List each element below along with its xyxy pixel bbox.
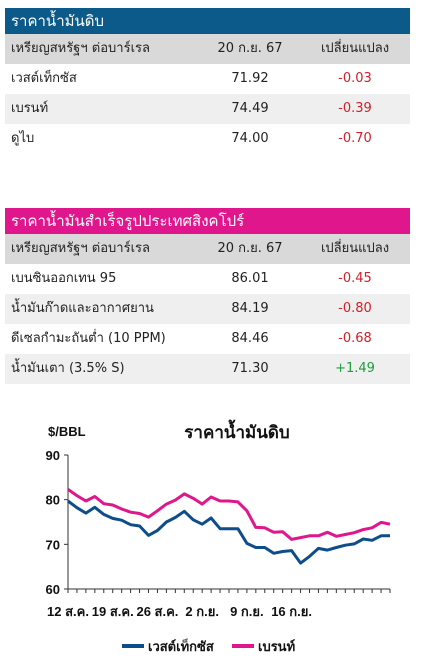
- header-date: 20 ก.ย. 67: [217, 41, 283, 56]
- row-value: 84.46: [231, 331, 269, 346]
- row-value: 86.01: [231, 271, 269, 286]
- row-name: ดีเซลกำมะถันต่ำ (10 PPM): [11, 331, 166, 346]
- table-row: ดูไบ 74.00 -0.70: [5, 124, 410, 154]
- table-row: น้ำมันเตา (3.5% S) 71.30 +1.49: [5, 354, 410, 384]
- row-value: 74.00: [231, 131, 269, 146]
- row-change: -0.68: [338, 331, 372, 346]
- x-tick-label: 19 ส.ค.: [92, 604, 134, 619]
- crude-price-table: ราคาน้ำมันดิบ เหรียญสหรัฐฯ ต่อบาร์เรล 20…: [5, 8, 410, 154]
- y-tick-label: 90: [46, 448, 60, 463]
- series-line-1: [67, 488, 391, 541]
- legend-label: เบรนท์: [258, 639, 295, 654]
- row-change: +1.49: [335, 361, 375, 376]
- table-row: เบนซินออกเทน 95 86.01 -0.45: [5, 264, 410, 294]
- crude-table-title: ราคาน้ำมันดิบ: [5, 8, 410, 34]
- crude-table-header: เหรียญสหรัฐฯ ต่อบาร์เรล 20 ก.ย. 67 เปลี่…: [5, 34, 410, 64]
- x-tick-label: 12 ส.ค.: [47, 604, 89, 619]
- header-unit: เหรียญสหรัฐฯ ต่อบาร์เรล: [11, 241, 150, 256]
- x-tick-label: 2 ก.ย.: [185, 604, 219, 619]
- crude-price-chart: $/BBL ราคาน้ำมันดิบ 60 70 80 90 12 ส.ค. 19 ส.…: [46, 419, 391, 654]
- row-name: ดูไบ: [11, 131, 35, 146]
- singapore-price-table: ราคาน้ำมันสำเร็จรูปประเทศสิงคโปร์ เหรียญ…: [5, 208, 410, 384]
- row-value: 71.30: [231, 361, 269, 376]
- table-row: ดีเซลกำมะถันต่ำ (10 PPM) 84.46 -0.68: [5, 324, 410, 354]
- row-change: -0.70: [338, 131, 372, 146]
- row-value: 74.49: [231, 101, 269, 116]
- header-change: เปลี่ยนแปลง: [320, 241, 390, 256]
- series-line-0: [67, 499, 390, 565]
- x-tick-label: 16 ก.ย.: [271, 604, 312, 619]
- table-row: เบรนท์ 74.49 -0.39: [5, 94, 410, 124]
- row-name: น้ำมันเตา (3.5% S): [11, 361, 125, 376]
- row-change: -0.03: [338, 71, 372, 86]
- legend-label: เวสต์เท็กซัส: [148, 637, 214, 654]
- row-change: -0.80: [338, 301, 372, 316]
- header-change: เปลี่ยนแปลง: [320, 41, 390, 56]
- chart-title: ราคาน้ำมันดิบ: [184, 419, 289, 443]
- row-value: 71.92: [231, 71, 269, 86]
- header-unit: เหรียญสหรัฐฯ ต่อบาร์เรล: [11, 41, 150, 56]
- singapore-table-header: เหรียญสหรัฐฯ ต่อบาร์เรล 20 ก.ย. 67 เปลี่…: [5, 234, 410, 264]
- table-row: น้ำมันก๊าดและอากาศยาน 84.19 -0.80: [5, 294, 410, 324]
- y-tick-label: 60: [46, 582, 60, 597]
- row-value: 84.19: [231, 301, 269, 316]
- row-change: -0.39: [338, 101, 372, 116]
- row-name: เบรนท์: [11, 101, 49, 116]
- singapore-table-title: ราคาน้ำมันสำเร็จรูปประเทศสิงคโปร์: [5, 208, 410, 234]
- y-axis-label: $/BBL: [48, 424, 86, 439]
- row-name: น้ำมันก๊าดและอากาศยาน: [11, 301, 154, 316]
- y-tick-label: 70: [46, 537, 60, 552]
- x-tick-label: 9 ก.ย.: [230, 604, 264, 619]
- header-date: 20 ก.ย. 67: [217, 241, 283, 256]
- x-tick-label: 26 ส.ค.: [136, 604, 178, 619]
- row-change: -0.45: [338, 271, 372, 286]
- table-row: เวสต์เท็กซัส 71.92 -0.03: [5, 64, 410, 94]
- row-name: เวสต์เท็กซัส: [11, 71, 77, 86]
- row-name: เบนซินออกเทน 95: [11, 271, 117, 286]
- y-tick-label: 80: [46, 493, 60, 508]
